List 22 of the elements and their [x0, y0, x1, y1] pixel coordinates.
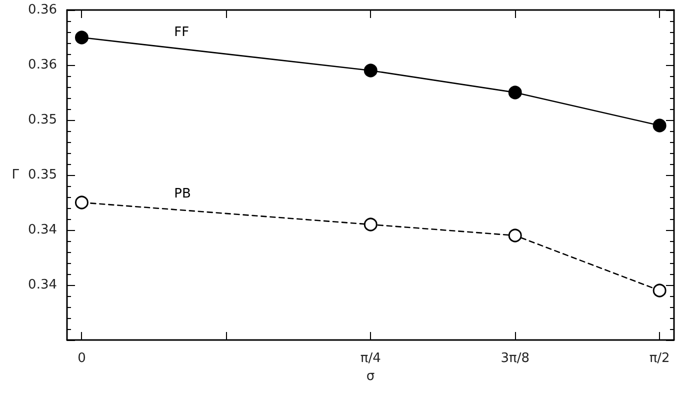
point: [508, 86, 522, 100]
point: [74, 196, 88, 210]
y-tick-label: 0.36: [28, 2, 57, 18]
point: [364, 218, 378, 232]
point: [652, 284, 666, 298]
y-tick-label: 0.34: [28, 278, 57, 292]
point: [74, 30, 88, 44]
point: [652, 118, 666, 132]
x-axis-title: σ: [366, 368, 375, 384]
x-tick-label: 0: [78, 351, 86, 366]
series-label: PB: [174, 186, 191, 202]
y-axis-title: Γ: [12, 168, 20, 182]
series-label: FF: [174, 25, 190, 40]
y-tick-label: 0.36: [28, 58, 57, 72]
point: [508, 228, 522, 242]
x-tick-label: 3π/8: [500, 351, 530, 366]
y-tick-label: 0.35: [28, 168, 57, 182]
y-tick-label: 0.34: [28, 222, 57, 238]
x-tick-label: π/2: [649, 351, 670, 366]
x-tick-label: π/4: [360, 351, 381, 366]
y-tick-label: 0.35: [28, 112, 57, 128]
point: [364, 64, 378, 78]
